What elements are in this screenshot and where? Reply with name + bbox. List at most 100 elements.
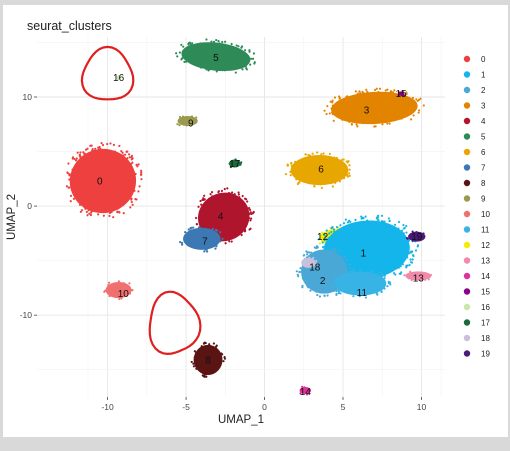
- legend-key-5: [463, 133, 471, 140]
- cluster-5-point: [194, 43, 197, 47]
- cluster-2-point: [306, 251, 309, 254]
- cluster-0-point: [75, 157, 78, 160]
- cluster-6-point: [341, 158, 344, 161]
- cluster-4-point: [202, 205, 205, 208]
- y-tick-label: 0: [27, 201, 32, 211]
- cluster-8-point: [202, 374, 205, 378]
- cluster-0-point: [109, 142, 112, 145]
- cluster-7-point: [214, 228, 218, 232]
- cluster-0-point: [77, 198, 80, 201]
- cluster-1-point: [401, 229, 404, 232]
- cluster-4-point: [245, 198, 248, 201]
- cluster-4-point: [231, 235, 234, 238]
- cluster-3-point: [326, 105, 329, 108]
- cluster-4-point: [230, 195, 233, 198]
- cluster-10-point: [118, 297, 121, 301]
- cluster-9-point: [190, 115, 194, 118]
- cluster-6-point: [304, 153, 307, 156]
- cluster-0-point: [110, 210, 113, 214]
- cluster-5-point: [199, 42, 202, 45]
- cluster-0-point: [137, 190, 140, 193]
- cluster-2-point: [332, 247, 335, 250]
- cluster-13-point: [427, 278, 430, 281]
- cluster-6-point: [299, 179, 302, 182]
- cluster-1-point: [327, 236, 330, 240]
- cluster-7: [179, 226, 224, 253]
- hand-drawn-annotations: [80, 45, 202, 356]
- cluster-0-point: [97, 213, 100, 216]
- cluster-0-point: [140, 173, 143, 177]
- cluster-8-point: [194, 364, 198, 367]
- cluster-0-point: [87, 209, 90, 212]
- cluster-5-point: [237, 67, 240, 70]
- cluster-1-point: [321, 241, 324, 244]
- legend-key-15: [463, 288, 471, 295]
- cluster-3-point: [378, 87, 382, 90]
- cluster-5-point: [187, 42, 191, 45]
- cluster-6-point: [286, 163, 289, 167]
- cluster-4-point: [247, 217, 251, 220]
- cluster-5-point: [244, 55, 247, 58]
- cluster-0-point: [134, 172, 137, 176]
- legend-label-8: 8: [481, 179, 486, 188]
- cluster-1-point: [364, 215, 367, 218]
- cluster-7-core: [183, 227, 221, 250]
- cluster-3-point: [405, 92, 408, 96]
- cluster-2-point: [299, 267, 302, 270]
- cluster-8-point: [193, 362, 196, 365]
- cluster-6-point: [293, 168, 296, 171]
- cluster-0-point: [90, 144, 93, 147]
- cluster-label-4: 4: [218, 211, 224, 222]
- cluster-0-point: [73, 185, 76, 188]
- cluster-11-point: [352, 268, 355, 271]
- cluster-8-point: [193, 350, 196, 353]
- cluster-3-point: [388, 122, 391, 125]
- cluster-1-point: [379, 273, 382, 276]
- cluster-11-point: [358, 295, 361, 298]
- cluster-0-point: [128, 189, 132, 192]
- cluster-1-point: [376, 218, 379, 221]
- cluster-11-point: [376, 289, 380, 292]
- cluster-1-point: [354, 218, 357, 221]
- cluster-0-point: [94, 147, 97, 150]
- cluster-5-point: [230, 42, 233, 46]
- cluster-11-point: [334, 281, 338, 284]
- cluster-2-point: [345, 266, 348, 270]
- cluster-0-point: [140, 169, 143, 172]
- cluster-label-10: 10: [118, 289, 130, 300]
- cluster-16: [116, 74, 122, 81]
- cluster-11-core: [334, 271, 387, 296]
- cluster-1-point: [339, 224, 342, 227]
- legend-key-3: [463, 102, 471, 109]
- legend-label-9: 9: [481, 195, 486, 204]
- cluster-5-point: [180, 43, 183, 46]
- cluster-1-point: [328, 232, 331, 235]
- cluster-3-point: [334, 109, 337, 112]
- cluster-3-point: [386, 88, 389, 91]
- legend-label-16: 16: [481, 303, 490, 312]
- cluster-14: [299, 385, 312, 396]
- cluster-18-point: [315, 259, 318, 263]
- cluster-11-point: [381, 272, 384, 276]
- x-axis-label: UMAP_1: [218, 414, 264, 426]
- cluster-5-point: [203, 65, 206, 69]
- cluster-1-point: [366, 219, 369, 222]
- cluster-4-point: [202, 198, 205, 201]
- cluster-6-point: [348, 168, 351, 171]
- cluster-4-point: [248, 206, 251, 210]
- cluster-3-point: [350, 122, 353, 126]
- grid-lines: [37, 37, 445, 397]
- cluster-3-point: [415, 98, 418, 101]
- cluster-6-point: [289, 170, 292, 174]
- cluster-2-point: [316, 245, 319, 248]
- cluster-14-point: [303, 386, 306, 389]
- cluster-2-point: [307, 286, 310, 289]
- cluster-4-point: [237, 197, 241, 200]
- cluster-0-point: [73, 157, 76, 161]
- cluster-4-point: [223, 187, 226, 191]
- cluster-4-point: [226, 187, 229, 190]
- cluster-1-point: [321, 245, 325, 249]
- cluster-1-point: [360, 215, 363, 218]
- cluster-1-point: [348, 223, 351, 226]
- cluster-6-point: [330, 157, 334, 160]
